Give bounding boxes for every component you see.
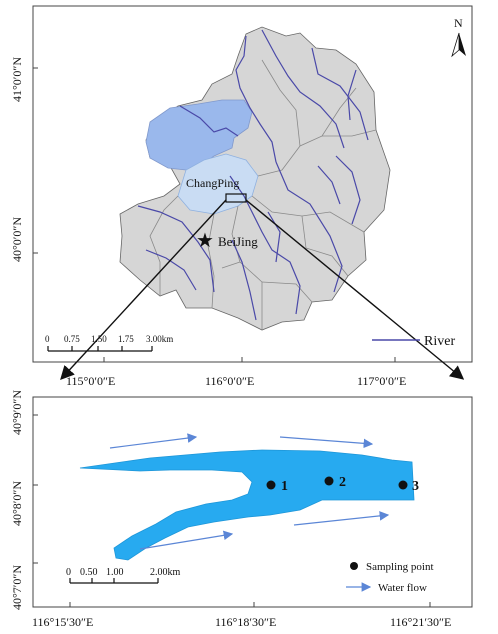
bottom-lat-8: 40°8′0″N bbox=[10, 481, 24, 526]
bottom-lat-7: 40°7′0″N bbox=[10, 565, 24, 610]
top-lon-115: 115°0′0″E bbox=[66, 374, 115, 388]
bottom-scale-bar bbox=[69, 578, 159, 584]
district-label: ChangPing bbox=[186, 176, 239, 190]
bottom-lon-1: 116°15′30″E bbox=[32, 615, 93, 629]
zoom-arrow-right bbox=[245, 199, 465, 380]
bottom-scale-1: 0.50 bbox=[80, 567, 98, 578]
flow-arrows bbox=[109, 433, 390, 550]
district-borders bbox=[149, 59, 377, 330]
river-legend-label: River bbox=[424, 334, 455, 349]
top-lat-41: 41°0′0″N bbox=[10, 57, 24, 102]
zoom-arrow-left bbox=[60, 199, 227, 381]
point-label-1: 1 bbox=[281, 479, 288, 494]
flow-legend-label: Water flow bbox=[378, 582, 427, 594]
top-scale-0: 0 bbox=[45, 334, 50, 344]
sampling-legend-dot bbox=[350, 562, 358, 570]
bottom-scale-2: 1.00 bbox=[106, 567, 124, 578]
bottom-lon-3: 116°21′30″E bbox=[390, 615, 451, 629]
north-label: N bbox=[454, 16, 463, 30]
city-label: BeiJing bbox=[218, 234, 258, 249]
study-area-box bbox=[225, 193, 247, 203]
sampling-point-2 bbox=[324, 476, 334, 486]
sampling-legend-label: Sampling point bbox=[366, 561, 434, 573]
sampling-point-1 bbox=[266, 480, 276, 490]
rivers bbox=[137, 29, 369, 321]
top-scale-bar bbox=[47, 346, 153, 352]
top-map-frame bbox=[32, 5, 473, 363]
top-lon-117: 117°0′0″E bbox=[357, 374, 406, 388]
north-arrow-icon bbox=[451, 32, 466, 58]
bottom-scale-0: 0 bbox=[66, 567, 71, 578]
top-scale-2: 1.50 bbox=[91, 334, 107, 344]
reservoir bbox=[79, 449, 415, 561]
bottom-map-frame bbox=[32, 396, 473, 608]
top-scale-4: 3.00km bbox=[146, 334, 173, 344]
point-label-3: 3 bbox=[412, 479, 419, 494]
point-label-2: 2 bbox=[339, 475, 346, 490]
top-lat-40: 40°0′0″N bbox=[10, 217, 24, 262]
bottom-scale-3: 2.00km bbox=[150, 567, 181, 578]
bottom-lon-2: 116°18′30″E bbox=[215, 615, 276, 629]
star-icon: ★ bbox=[196, 230, 214, 252]
top-lon-116: 116°0′0″E bbox=[205, 374, 254, 388]
top-scale-1: 0.75 bbox=[64, 334, 80, 344]
bottom-lat-9: 40°9′0″N bbox=[10, 390, 24, 435]
northwest-blue-region bbox=[145, 99, 253, 171]
top-scale-3: 1.75 bbox=[118, 334, 134, 344]
sampling-point-3 bbox=[398, 480, 408, 490]
